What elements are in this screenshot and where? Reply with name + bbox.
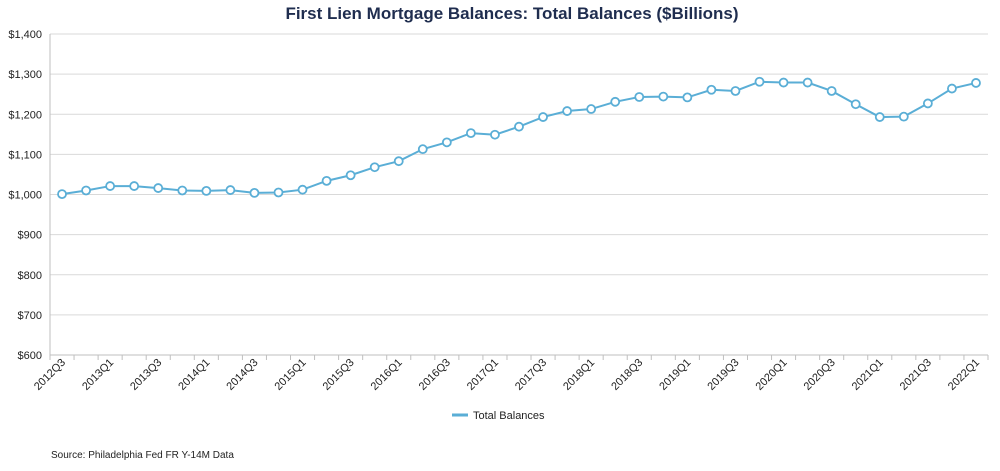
data-point	[201, 185, 212, 196]
data-point	[850, 99, 861, 110]
data-point	[297, 184, 308, 195]
data-point	[225, 185, 236, 195]
x-tick-label: 2013Q1	[80, 357, 116, 393]
data-point	[802, 77, 813, 88]
data-point	[490, 129, 500, 140]
y-tick-label: $800	[18, 270, 42, 282]
data-point	[947, 83, 957, 94]
data-point	[273, 187, 284, 198]
x-tick-label: 2016Q3	[417, 357, 453, 393]
y-tick-label: $900	[18, 230, 42, 242]
data-point	[971, 78, 981, 88]
x-tick-label: 2012Q3	[32, 357, 68, 393]
x-tick-label: 2020Q1	[754, 357, 790, 393]
series-line	[61, 80, 977, 196]
chart-title: First Lien Mortgage Balances: Total Bala…	[285, 4, 738, 23]
x-axis: 2012Q3 2013Q1 2013Q3 2014Q1 2014Q3 2015Q1 2015…	[32, 354, 989, 393]
data-point	[874, 112, 885, 122]
data-point	[177, 185, 188, 196]
y-tick-label: $1,300	[8, 69, 42, 81]
data-point	[658, 91, 669, 102]
data-point	[730, 86, 741, 96]
x-tick-label: 2015Q1	[272, 357, 308, 393]
y-tick-label: $600	[18, 350, 42, 362]
source-note: Source: Philadelphia Fed FR Y-14M Data	[51, 450, 234, 461]
data-point	[81, 185, 91, 196]
data-point	[778, 77, 789, 88]
data-point	[514, 121, 524, 132]
data-point	[754, 76, 765, 87]
gridlines	[50, 33, 988, 316]
data-point	[345, 170, 356, 181]
x-tick-label: 2020Q3	[802, 357, 838, 393]
x-tick-label: 2021Q1	[850, 357, 886, 393]
x-tick-label: 2018Q3	[609, 357, 645, 393]
x-tick-label: 2021Q3	[898, 357, 934, 393]
data-point	[682, 92, 693, 103]
data-point	[586, 104, 597, 114]
data-point	[393, 156, 404, 167]
data-point	[826, 86, 837, 96]
x-tick-label: 2019Q1	[657, 357, 693, 393]
data-point	[922, 98, 933, 109]
data-point	[57, 189, 67, 199]
data-point	[105, 181, 116, 191]
data-point	[321, 175, 332, 186]
y-axis: $600 $700 $800 $900 $1,000 $1,100 $1,200 $1,300…	[8, 29, 51, 362]
x-tick-label: 2013Q3	[128, 357, 164, 393]
series-group	[57, 76, 981, 199]
legend: Total Balances	[452, 410, 545, 422]
x-tick-label: 2014Q1	[176, 357, 212, 393]
y-tick-label: $700	[18, 310, 42, 322]
data-point	[706, 84, 717, 95]
y-tick-label: $1,000	[8, 190, 42, 202]
data-point	[417, 144, 428, 155]
x-tick-label: 2018Q1	[561, 357, 597, 393]
data-point	[153, 183, 164, 193]
data-point	[562, 106, 573, 116]
data-point	[634, 92, 645, 102]
y-tick-label: $1,200	[8, 109, 42, 121]
x-tick-label: 2019Q3	[705, 357, 741, 393]
data-point	[369, 162, 380, 173]
x-tick-label: 2017Q3	[513, 357, 549, 393]
data-point	[441, 137, 452, 148]
data-point	[898, 111, 909, 122]
x-tick-label: 2022Q1	[946, 357, 982, 393]
y-tick-label: $1,400	[8, 29, 42, 41]
data-point	[465, 128, 476, 139]
x-tick-label: 2014Q3	[224, 357, 260, 393]
data-point	[610, 96, 621, 107]
data-point	[129, 181, 140, 191]
x-tick-label: 2017Q1	[465, 357, 501, 393]
data-point	[538, 112, 548, 122]
data-point	[249, 187, 260, 198]
y-tick-label: $1,100	[8, 149, 42, 161]
x-tick-label: 2016Q1	[369, 357, 405, 393]
x-tick-label: 2015Q3	[321, 357, 357, 393]
legend-label: Total Balances	[473, 410, 545, 422]
